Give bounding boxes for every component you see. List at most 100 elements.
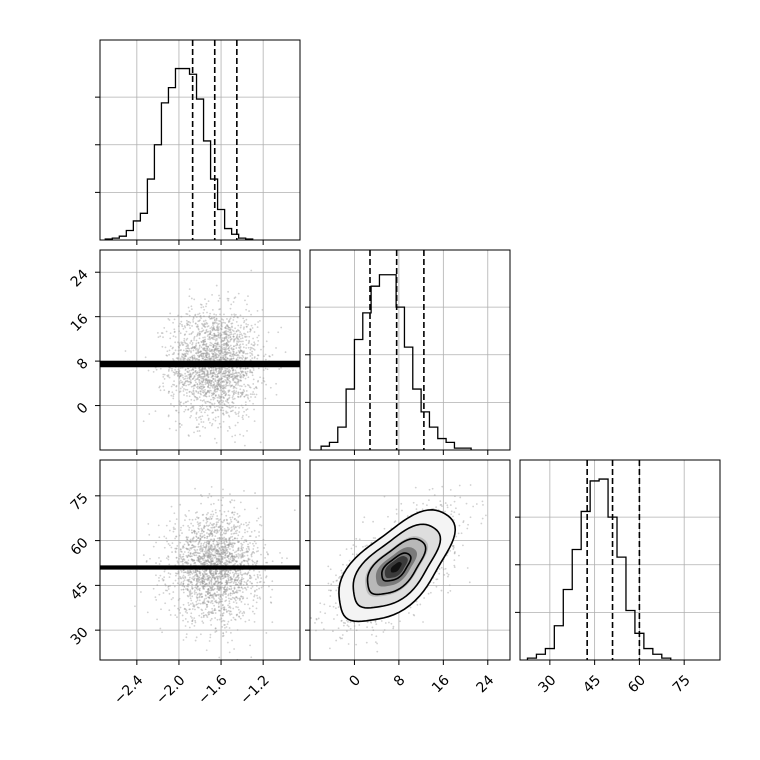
scatter-point (245, 308, 248, 311)
scatter-point (204, 388, 206, 391)
scatter-point (188, 435, 190, 437)
scatter-point (214, 353, 216, 356)
scatter-point (216, 537, 219, 540)
scatter-point (216, 558, 219, 561)
scatter-point (202, 343, 205, 346)
scatter-point (181, 576, 184, 579)
scatter-point (229, 518, 232, 521)
scatter-point (191, 357, 194, 359)
scatter-point (237, 338, 240, 341)
scatter-point (453, 500, 456, 503)
scatter-point (200, 592, 203, 595)
scatter-point (223, 549, 225, 552)
scatter-point (219, 581, 222, 583)
scatter-point (447, 591, 449, 594)
scatter-point (193, 617, 196, 620)
scatter-point (209, 333, 212, 336)
scatter-point (168, 376, 171, 379)
scatter-point (230, 588, 232, 591)
scatter-point (237, 574, 240, 577)
scatter-point (236, 555, 238, 558)
scatter-point (230, 578, 233, 580)
scatter-point (199, 535, 202, 538)
scatter-point (207, 385, 209, 388)
scatter-point (196, 578, 198, 581)
scatter-point (218, 519, 220, 522)
scatter-point (252, 402, 255, 405)
scatter-point (229, 339, 232, 341)
scatter-point (205, 590, 207, 593)
scatter-point (195, 554, 198, 557)
scatter-point (224, 600, 227, 603)
scatter-point (181, 550, 183, 553)
scatter-point (193, 431, 195, 434)
scatter-point (218, 358, 220, 361)
scatter-point (201, 370, 204, 373)
scatter-point (244, 620, 247, 623)
scatter-point (221, 604, 224, 607)
scatter-point (198, 555, 201, 558)
scatter-point (228, 377, 230, 380)
scatter-point (198, 540, 201, 543)
scatter-point (224, 374, 227, 377)
scatter-point (219, 553, 222, 555)
scatter-point (182, 402, 185, 405)
scatter-point (209, 331, 212, 334)
scatter-point (191, 544, 194, 547)
scatter-point (221, 537, 224, 540)
scatter-point (197, 313, 199, 316)
scatter-point (223, 590, 226, 593)
scatter-point (199, 562, 202, 565)
scatter-point (222, 541, 225, 544)
scatter-point (220, 563, 222, 565)
scatter-point (184, 408, 187, 411)
scatter-point (208, 534, 211, 537)
scatter-point (452, 544, 454, 547)
scatter-point (231, 528, 233, 531)
scatter-point (230, 347, 233, 350)
scatter-point (259, 597, 262, 600)
scatter-point (215, 580, 218, 583)
scatter-point (146, 611, 149, 614)
scatter-point (228, 602, 231, 605)
scatter-point (215, 557, 218, 560)
scatter-point (201, 577, 204, 580)
scatter-point (218, 526, 220, 529)
scatter-point (203, 385, 206, 388)
scatter-point (205, 392, 208, 395)
scatter-point (251, 350, 254, 353)
scatter-point (238, 346, 240, 349)
scatter-point (215, 335, 218, 338)
scatter-point (194, 561, 197, 564)
scatter-point (163, 378, 166, 380)
scatter-point (190, 374, 193, 377)
scatter-point (219, 383, 221, 386)
scatter-point (235, 390, 238, 393)
scatter-point (217, 585, 220, 588)
scatter-point (211, 553, 214, 556)
scatter-point (239, 571, 242, 574)
scatter-point (231, 571, 234, 574)
scatter-point (214, 321, 217, 324)
scatter-point (201, 495, 203, 498)
scatter-point (148, 533, 151, 536)
scatter-point (186, 394, 188, 397)
scatter-point (249, 330, 252, 333)
scatter-point (249, 328, 252, 331)
scatter-point (206, 590, 209, 593)
scatter-point (189, 379, 192, 382)
panel-background (100, 40, 300, 240)
scatter-point (239, 598, 242, 600)
scatter-point (225, 573, 228, 576)
scatter-point (195, 574, 198, 576)
scatter-point (214, 339, 217, 342)
scatter-point (192, 406, 195, 409)
scatter-point (216, 353, 219, 356)
scatter-point (189, 569, 191, 572)
scatter-point (169, 345, 172, 348)
scatter-point (202, 367, 204, 370)
scatter-point (215, 584, 218, 587)
scatter-point (233, 376, 236, 379)
scatter-point (187, 580, 190, 583)
scatter-point (227, 528, 230, 531)
